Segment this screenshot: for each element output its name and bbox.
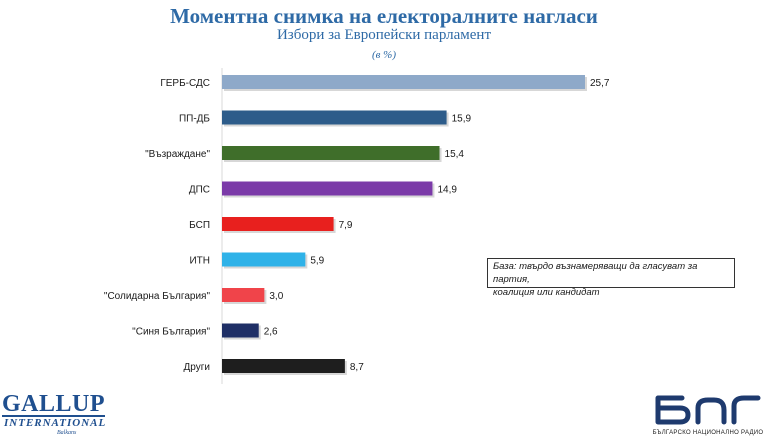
bar [222, 181, 433, 196]
value-label: 8,7 [350, 362, 364, 373]
gallup-logo-main: GALLUP [2, 391, 106, 417]
value-label: 15,9 [452, 114, 472, 125]
category-label: БСП [189, 220, 210, 231]
value-label: 25,7 [590, 78, 610, 89]
unit-note: (в %) [371, 49, 396, 61]
category-label: ГЕРБ-СДС [160, 78, 210, 89]
category-label: ПП-ДБ [179, 114, 210, 125]
bar [222, 323, 259, 338]
bar [222, 217, 334, 231]
gallup-logo-international: INTERNATIONAL [4, 417, 107, 429]
value-label: 5,9 [310, 256, 324, 267]
bars-group: ГЕРБ-СДС 25,7 ПП-ДБ 15,9 "Възраждане" 15,4 ДПС… [104, 75, 610, 375]
base-note-line-2: коалиция или кандидат [493, 287, 600, 298]
chart-title: Моментна снимка на електоралните нагласи [170, 4, 598, 28]
value-label: 7,9 [339, 220, 353, 231]
bar [222, 252, 306, 267]
bar [222, 359, 345, 373]
category-label: Други [184, 362, 210, 373]
category-label: ДПС [189, 185, 210, 196]
bnr-logo: БЪЛГАРСКО НАЦИОНАЛНО РАДИО [648, 388, 766, 442]
category-label: "Солидарна България" [104, 291, 211, 302]
value-label: 15,4 [445, 149, 465, 160]
category-label: ИТН [189, 256, 210, 267]
bar [222, 75, 585, 89]
bnr-logo-mark [655, 395, 761, 425]
bar [222, 110, 447, 125]
bnr-logo-caption: БЪЛГАРСКО НАЦИОНАЛНО РАДИО [652, 430, 764, 436]
bar [222, 288, 265, 302]
bar [222, 146, 440, 160]
gallup-logo-balkans: Balkans [57, 430, 77, 436]
value-label: 3,0 [269, 291, 283, 302]
chart-subtitle: Избори за Европейски парламент [276, 27, 492, 43]
base-note-line-1: База: твърдо възнамеряващи да гласуват з… [493, 261, 698, 285]
category-label: "Синя България" [132, 327, 210, 338]
category-label: "Възраждане" [145, 149, 210, 160]
gallup-logo: GALLUP INTERNATIONAL Balkans [2, 391, 117, 441]
value-label: 14,9 [437, 185, 457, 196]
value-label: 2,6 [264, 327, 278, 338]
base-note: База: твърдо възнамеряващи да гласуват з… [487, 258, 735, 298]
